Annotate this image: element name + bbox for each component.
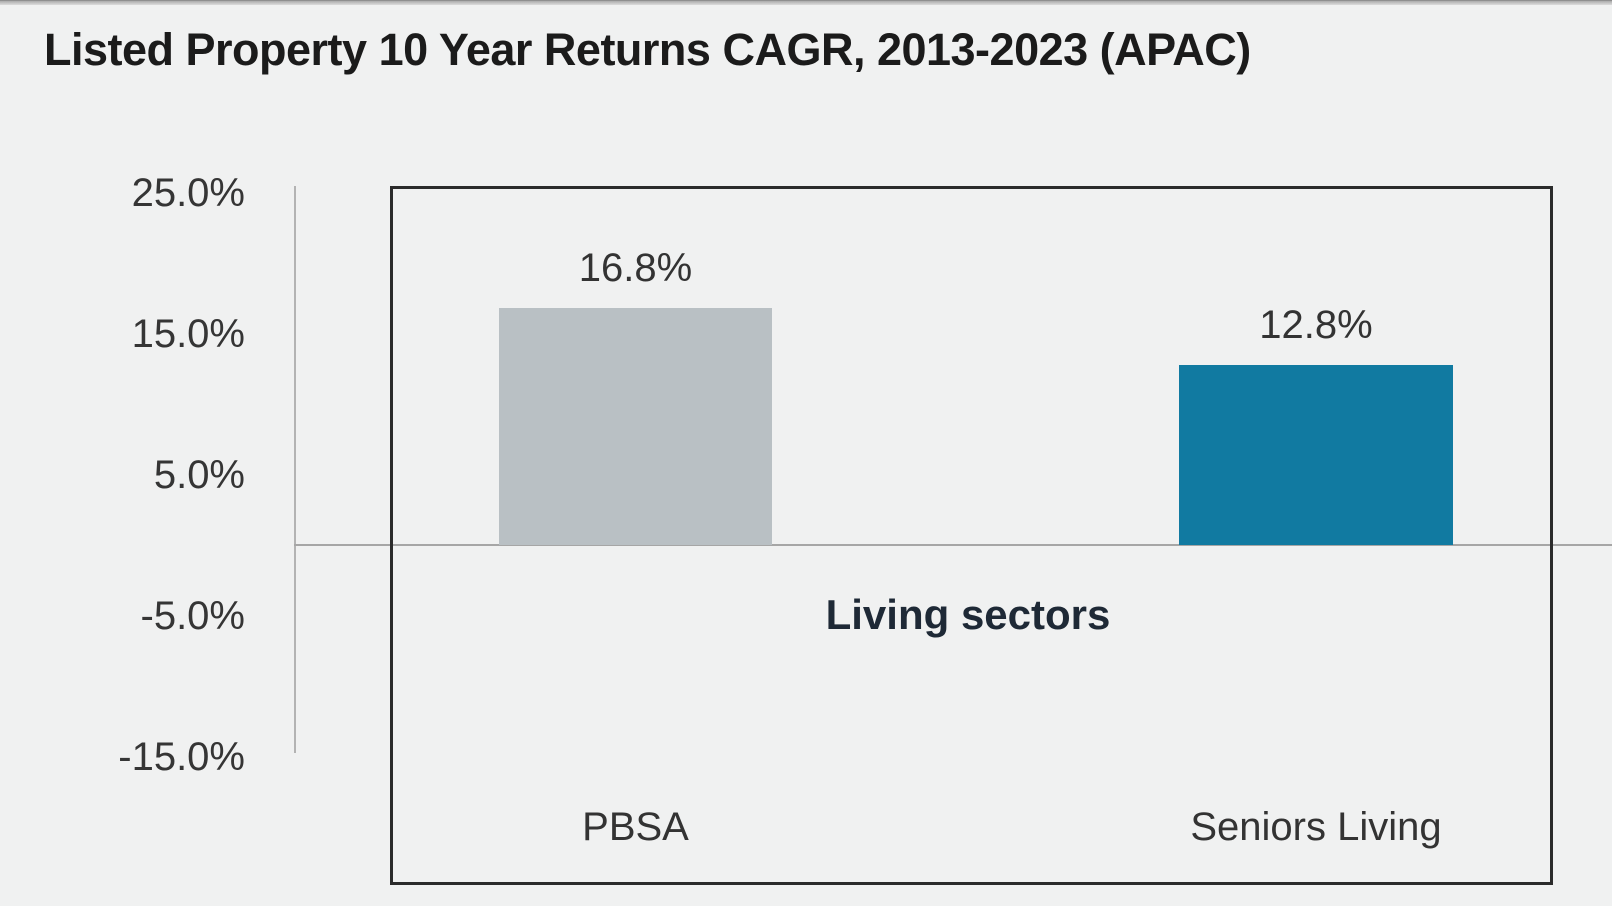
bar-pbsa (499, 308, 772, 545)
bar-seniors-living (1179, 365, 1453, 545)
y-tick-label: 15.0% (131, 311, 245, 356)
top-edge-strip (0, 0, 1612, 5)
bar-value-label: 16.8% (578, 246, 693, 290)
bar-value-label: 12.8% (1259, 303, 1373, 347)
y-tick-label: 25.0% (131, 170, 245, 215)
x-axis-title: Living sectors (825, 591, 1111, 638)
zero-gridline (294, 544, 1612, 546)
y-tick-label: -15.0% (118, 734, 245, 779)
y-axis-line (294, 186, 296, 753)
category-label: Seniors Living (1190, 805, 1442, 849)
category-label: PBSA (582, 805, 689, 849)
chart-title: Listed Property 10 Year Returns CAGR, 20… (44, 24, 1251, 75)
y-tick-label: 5.0% (153, 452, 245, 497)
y-tick-label: -5.0% (140, 593, 246, 638)
